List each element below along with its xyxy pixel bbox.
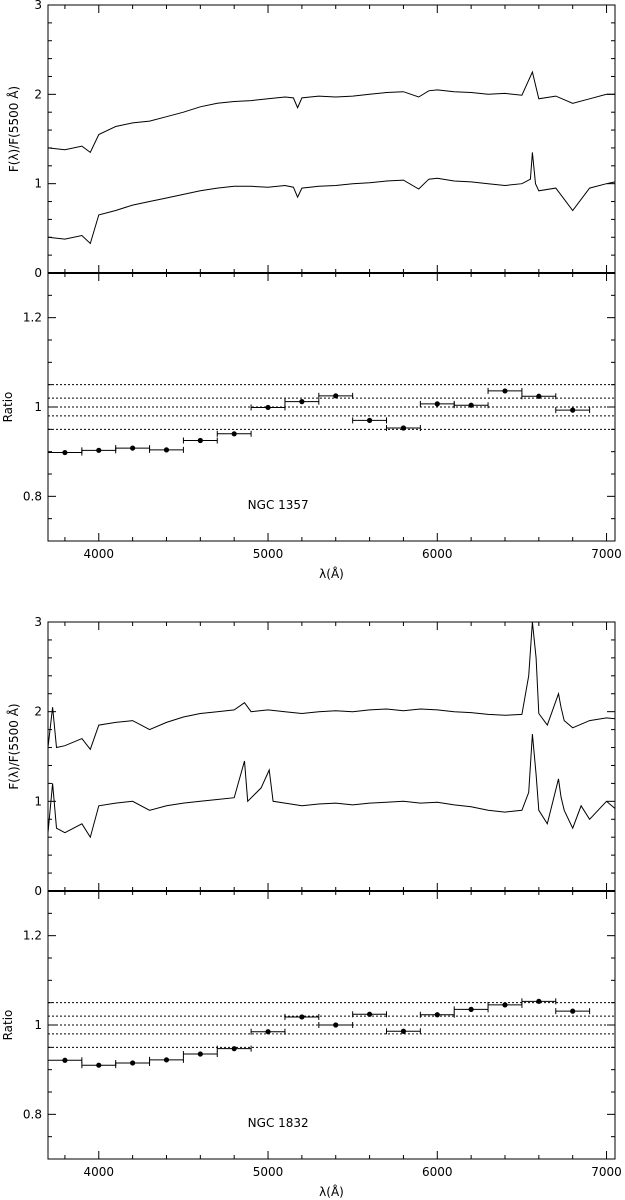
ratio-point — [197, 1051, 203, 1057]
y-tick-label: 0 — [34, 266, 42, 280]
ratio-point — [130, 1060, 136, 1066]
ratio-point — [62, 449, 68, 456]
ratio-point — [366, 1011, 373, 1017]
spectrum-line — [47, 152, 616, 245]
y-axis-label: F(λ)/F(5500 Å) — [6, 86, 21, 172]
ratio-point — [536, 393, 542, 399]
ratio-point — [468, 1006, 474, 1012]
y-axis-label: F(λ)/F(5500 Å) — [6, 703, 21, 789]
ratio-point — [366, 417, 373, 423]
ratio-point — [130, 445, 136, 451]
x-tick-label: 7000 — [591, 1165, 622, 1179]
ratio-point — [502, 388, 508, 394]
ratio-point — [231, 1046, 237, 1052]
ratio-point — [536, 998, 542, 1004]
ratio-point — [400, 1028, 407, 1034]
ratio-point — [265, 1029, 271, 1035]
y-tick-label: 1 — [34, 1018, 42, 1032]
y-axis-label: Ratio — [1, 392, 15, 423]
x-tick-label: 7000 — [591, 547, 622, 561]
y-axis-label: Ratio — [1, 1010, 15, 1041]
ratio-point — [434, 1012, 440, 1018]
spectrum-line — [47, 734, 616, 839]
ratio-point — [299, 399, 305, 405]
y-tick-label: 3 — [34, 0, 42, 12]
y-tick-label: 0.8 — [23, 1107, 42, 1121]
ratio-point — [231, 431, 237, 437]
galaxy-label: NGC 1832 — [248, 1116, 309, 1130]
y-tick-label: 2 — [34, 705, 42, 719]
ratio-point — [163, 447, 170, 453]
y-tick-label: 3 — [34, 615, 42, 629]
y-tick-label: 1.2 — [23, 311, 42, 325]
ratio-point — [197, 437, 203, 444]
x-tick-label: 6000 — [422, 547, 453, 561]
x-tick-label: 4000 — [84, 547, 115, 561]
ratio-point — [96, 447, 102, 453]
ratio-point — [333, 1022, 339, 1028]
y-tick-label: 1.2 — [23, 929, 42, 943]
ratio-point — [502, 1002, 508, 1008]
x-tick-label: 4000 — [84, 1165, 115, 1179]
y-tick-label: 0.8 — [23, 489, 42, 503]
x-axis-label: λ(Å) — [319, 566, 344, 581]
ratio-point — [96, 1062, 102, 1068]
y-tick-label: 0 — [34, 884, 42, 898]
ratio-point — [299, 1014, 305, 1020]
ratio-point — [434, 401, 440, 407]
galaxy-label: NGC 1357 — [248, 498, 309, 512]
x-tick-label: 6000 — [422, 1165, 453, 1179]
ratio-point — [62, 1057, 68, 1063]
ratio-point — [570, 407, 576, 413]
x-axis-label: λ(Å) — [319, 1184, 344, 1199]
y-tick-label: 1 — [34, 794, 42, 808]
ratio-point — [468, 402, 474, 408]
ratio-point — [265, 404, 271, 411]
ratio-point — [163, 1057, 170, 1063]
y-tick-label: 1 — [34, 400, 42, 414]
ratio-point — [570, 1008, 576, 1014]
x-tick-label: 5000 — [253, 1165, 284, 1179]
spectrum-panel-frame — [47, 4, 616, 274]
spectrum-line — [47, 621, 616, 751]
ratio-point — [333, 393, 339, 399]
spectrum-line — [47, 70, 615, 154]
ratio-point — [400, 425, 407, 431]
x-tick-label: 5000 — [253, 547, 284, 561]
y-tick-label: 1 — [34, 177, 42, 191]
y-tick-label: 2 — [34, 87, 42, 101]
